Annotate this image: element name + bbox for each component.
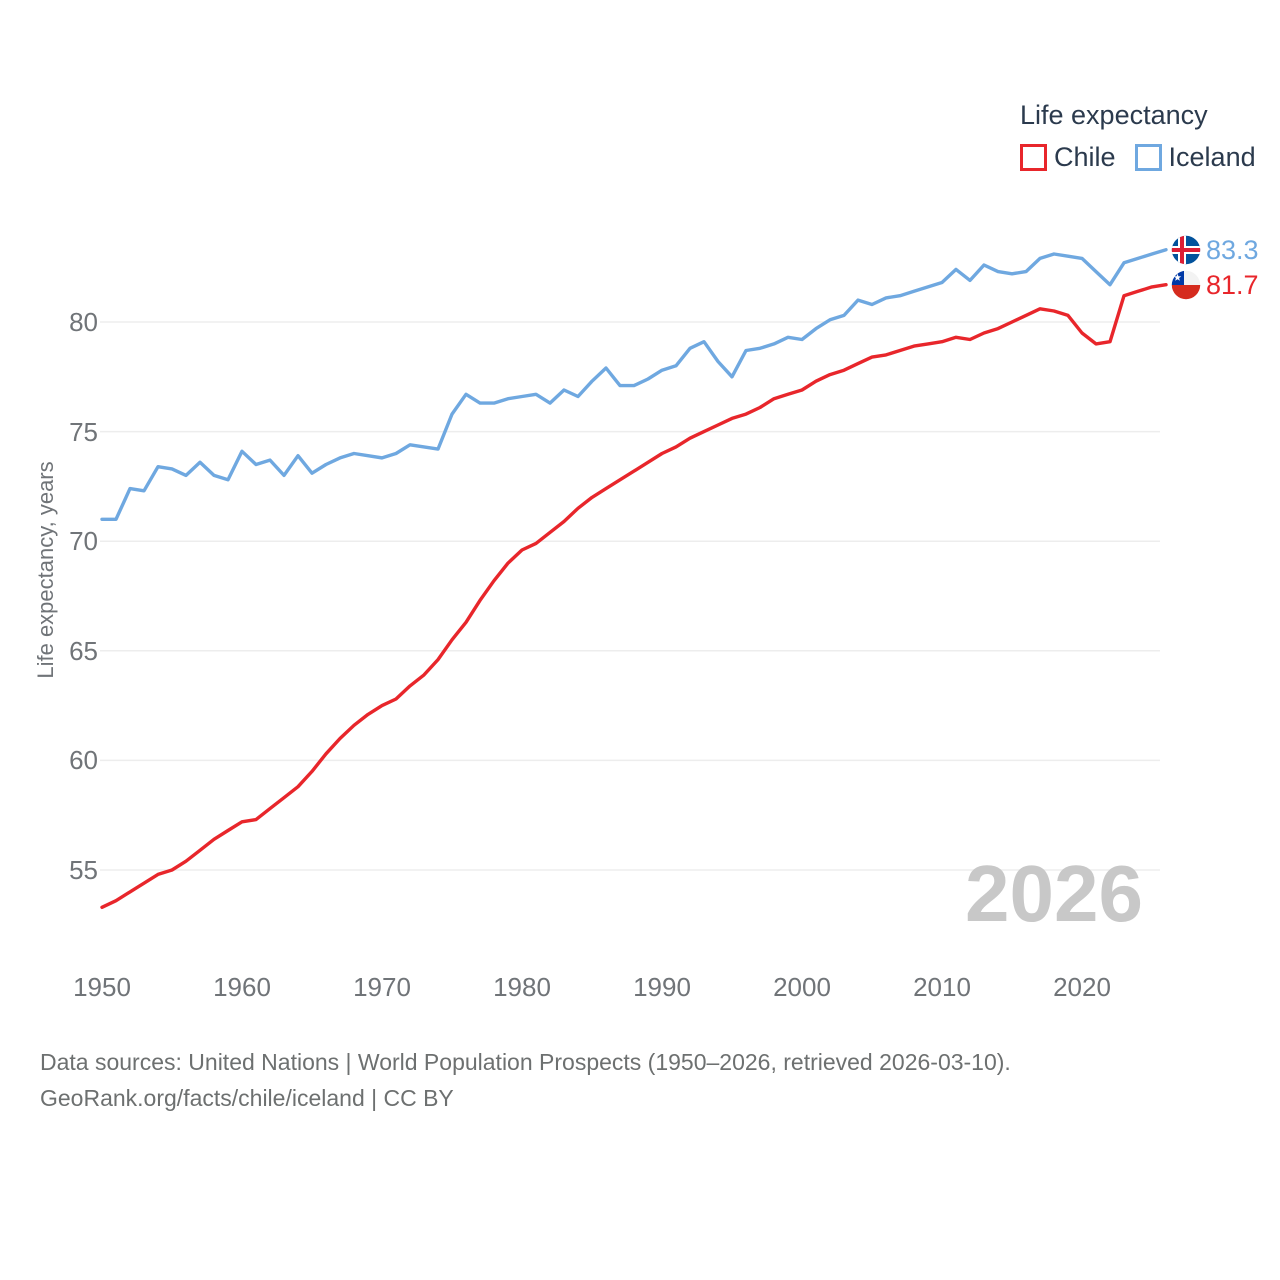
iceland-flag-icon [1171, 235, 1201, 265]
series-lines [100, 247, 1168, 909]
gridlines [100, 321, 1160, 871]
watermark-year: 2026 [965, 849, 1143, 938]
source-attribution: Data sources: United Nations | World Pop… [40, 1044, 1011, 1116]
legend-item-iceland[interactable]: Iceland [1168, 142, 1256, 172]
credit-line: GeoRank.org/facts/chile/iceland | CC BY [40, 1085, 454, 1111]
iceland-end-value: 83.3 [1206, 234, 1259, 265]
legend-title: Life expectancy [1020, 100, 1208, 130]
chile-end-label: 81.7 [1171, 270, 1259, 300]
x-tick-label: 2010 [913, 972, 971, 1002]
y-tick-label: 60 [69, 745, 98, 776]
chile-flag-icon [1171, 270, 1201, 300]
chile-swatch-icon[interactable] [1020, 144, 1047, 171]
y-tick-label: 55 [69, 855, 98, 885]
iceland-end-label: 83.3 [1171, 235, 1259, 265]
y-tick-label: 65 [69, 635, 98, 666]
iceland-line[interactable] [100, 247, 1168, 521]
x-tick-label: 2000 [773, 972, 831, 1002]
y-tick-label: 80 [69, 307, 98, 337]
legend: Life expectancy Chile Iceland [1020, 100, 1256, 173]
legend-items: Chile Iceland [1020, 142, 1256, 173]
y-tick-label: 70 [69, 526, 98, 557]
x-tick-label: 1950 [73, 972, 131, 1002]
iceland-swatch-icon[interactable] [1134, 144, 1162, 171]
x-tick-label: 2020 [1053, 972, 1111, 1002]
chile-end-value: 81.7 [1206, 269, 1259, 300]
chile-line[interactable] [100, 283, 1168, 909]
x-tick-label: 1990 [633, 972, 691, 1002]
x-tick-label: 1960 [213, 972, 271, 1002]
legend-item-chile[interactable]: Chile [1054, 142, 1116, 172]
line-chart-canvas: 2026 [100, 247, 1168, 938]
data-sources-line: Data sources: United Nations | World Pop… [40, 1049, 1011, 1075]
x-tick-label: 1980 [493, 972, 551, 1002]
x-tick-label: 1970 [353, 972, 411, 1002]
y-tick-label: 75 [69, 416, 98, 447]
